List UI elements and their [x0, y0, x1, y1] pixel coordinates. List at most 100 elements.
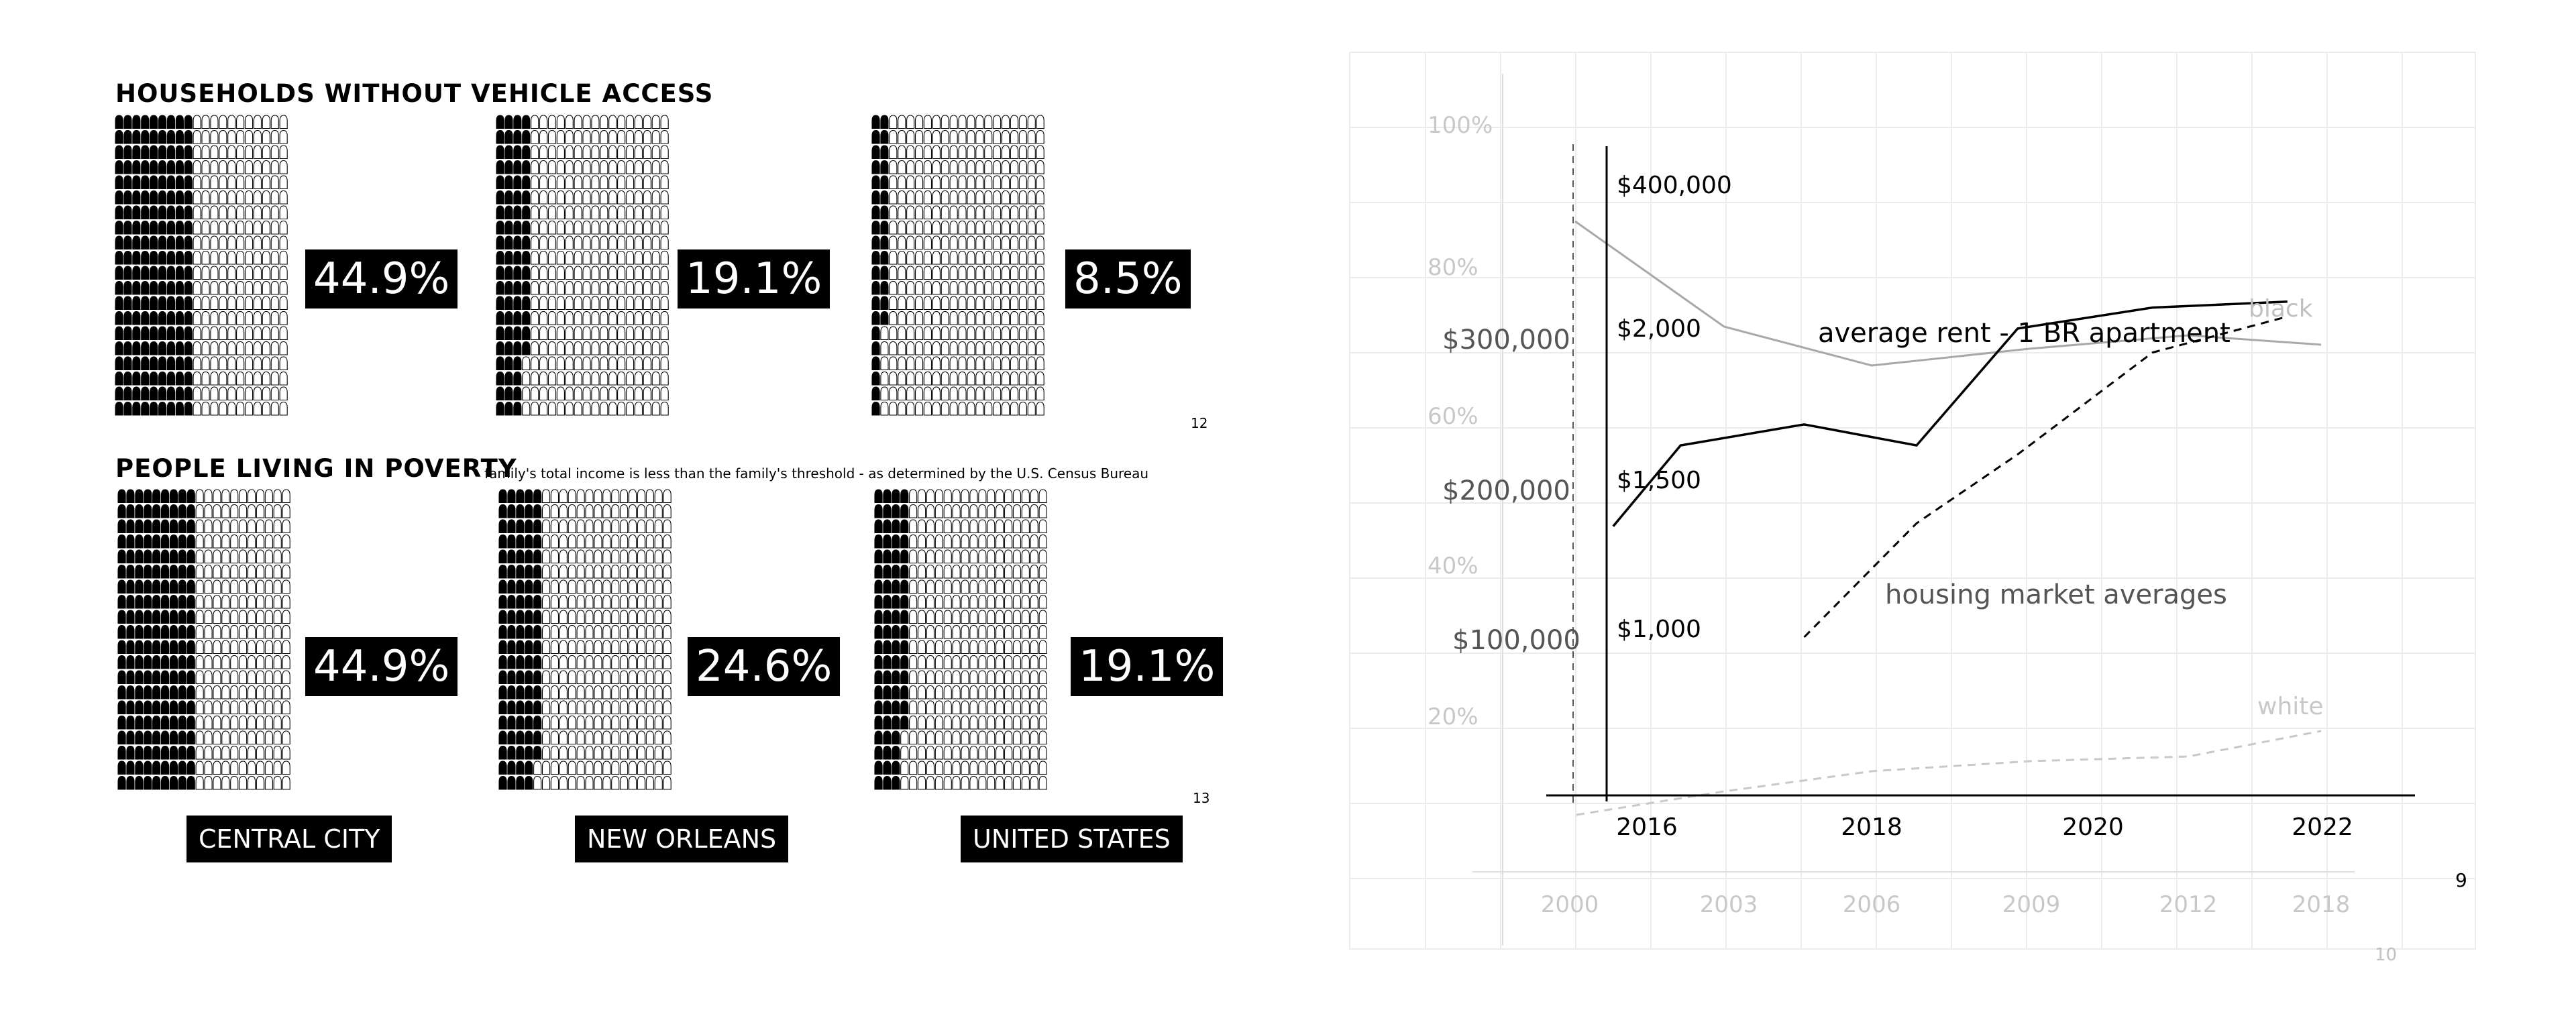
waffle-cell-filled	[178, 775, 186, 790]
waffle-cell-empty	[889, 205, 898, 220]
waffle-cell-empty	[996, 489, 1004, 504]
waffle-cell-empty	[565, 326, 574, 341]
waffle-cell-empty	[645, 534, 654, 549]
waffle-cell-empty	[264, 655, 273, 669]
waffle-cell-empty	[270, 175, 279, 190]
waffle-cell-empty	[1004, 519, 1013, 534]
waffle-cell-empty	[645, 624, 654, 639]
waffle-cell-empty	[914, 220, 924, 235]
waffle-cell-filled	[178, 655, 186, 669]
waffle-cell-empty	[256, 670, 265, 685]
waffle-cell-empty	[906, 386, 915, 401]
waffle-cell-empty	[611, 640, 620, 655]
waffle-cell-empty	[1012, 685, 1022, 699]
waffle-cell-empty	[227, 356, 236, 371]
waffle-cell-empty	[880, 401, 889, 416]
waffle-cell-empty	[926, 655, 935, 669]
waffle-cell-empty	[625, 341, 635, 355]
waffle-cell-empty	[230, 549, 239, 564]
waffle-cell-empty	[943, 700, 952, 715]
waffle-cell-empty	[195, 564, 204, 579]
waffle-cell-filled	[166, 266, 176, 280]
waffle-cell-empty	[247, 761, 256, 775]
waffle-cell-empty	[967, 220, 975, 235]
waffle-cell-filled	[123, 115, 132, 129]
waffle-cell-filled	[883, 504, 892, 518]
waffle-cell-filled	[184, 280, 193, 295]
waffle-cell-empty	[210, 371, 219, 386]
waffle-cell-empty	[236, 145, 245, 160]
waffle-cell-empty	[620, 624, 629, 639]
waffle-cell-filled	[874, 761, 883, 775]
waffle-cell-empty	[262, 160, 270, 174]
waffle-cell-empty	[952, 761, 961, 775]
waffle-cell-empty	[984, 220, 993, 235]
waffle-cell-empty	[625, 235, 635, 250]
waffle-cell-empty	[539, 220, 548, 235]
waffle-cell-filled	[158, 190, 167, 205]
waffle-cell-filled	[132, 205, 141, 220]
waffle-cell-filled	[871, 280, 880, 295]
waffle-cell-filled	[504, 386, 513, 401]
waffle-cell-empty	[270, 311, 279, 325]
waffle-cell-empty	[932, 280, 941, 295]
waffle-cell-empty	[932, 401, 941, 416]
waffle-cell-empty	[576, 761, 585, 775]
waffle-cell-empty	[594, 504, 602, 518]
waffle-cell-empty	[556, 401, 565, 416]
waffle-cell-empty	[898, 311, 906, 325]
waffle-cell-filled	[169, 610, 178, 624]
waffle-cell-empty	[1001, 371, 1010, 386]
waffle-cell-empty	[654, 745, 663, 760]
waffle-cell-empty	[978, 730, 987, 745]
waffle-cell-empty	[221, 761, 230, 775]
waffle-cell-empty	[909, 519, 918, 534]
waffle-cell-empty	[602, 715, 611, 730]
waffle-cell-filled	[874, 670, 883, 685]
waffle-cell-empty	[1012, 775, 1022, 790]
waffle-cell-filled	[504, 115, 513, 129]
waffle-cell-empty	[660, 220, 669, 235]
series-line-average-rent	[1612, 300, 2288, 527]
waffle-cell-empty	[1001, 190, 1010, 205]
waffle-cell-empty	[565, 250, 574, 265]
waffle-cell-filled	[507, 549, 516, 564]
waffle-cell-empty	[204, 534, 213, 549]
waffle-cell-empty	[547, 190, 557, 205]
waffle-cell-empty	[282, 715, 290, 730]
waffle-cell-empty	[651, 296, 660, 311]
waffle-cell-empty	[932, 115, 941, 129]
waffle-cell-empty	[1021, 594, 1030, 609]
waffle-cell-empty	[625, 115, 635, 129]
waffle-cell-empty	[660, 356, 669, 371]
waffle-cell-empty	[239, 685, 248, 699]
waffle-cell-empty	[282, 640, 290, 655]
waffle-cell-empty	[591, 235, 600, 250]
waffle-cell-empty	[568, 700, 576, 715]
waffle-cell-filled	[152, 715, 161, 730]
waffle-cell-filled	[144, 670, 152, 685]
waffle-cell-empty	[643, 145, 651, 160]
waffle-cell-empty	[556, 205, 565, 220]
waffle-cell-empty	[654, 761, 663, 775]
waffle-cell-filled	[150, 371, 158, 386]
waffle-cell-empty	[539, 371, 548, 386]
waffle-cell-filled	[160, 624, 170, 639]
waffle-cell-empty	[1038, 775, 1047, 790]
waffle-cell-empty	[969, 489, 978, 504]
waffle-cell-filled	[883, 761, 892, 775]
waffle-cell-empty	[556, 190, 565, 205]
waffle-cell-filled	[871, 250, 880, 265]
waffle-cell-empty	[628, 610, 637, 624]
waffle-cell-empty	[628, 640, 637, 655]
waffle-cell-empty	[270, 296, 279, 311]
waffle-cell-filled	[132, 220, 141, 235]
waffle-cell-empty	[967, 160, 975, 174]
waffle-cell-empty	[889, 129, 898, 144]
waffle-cell-filled	[900, 594, 909, 609]
waffle-cell-empty	[663, 730, 672, 745]
waffle-cell-empty	[591, 115, 600, 129]
waffle-cell-empty	[247, 489, 256, 504]
waffle-cell-empty	[975, 266, 984, 280]
waffle-cell-empty	[565, 205, 574, 220]
